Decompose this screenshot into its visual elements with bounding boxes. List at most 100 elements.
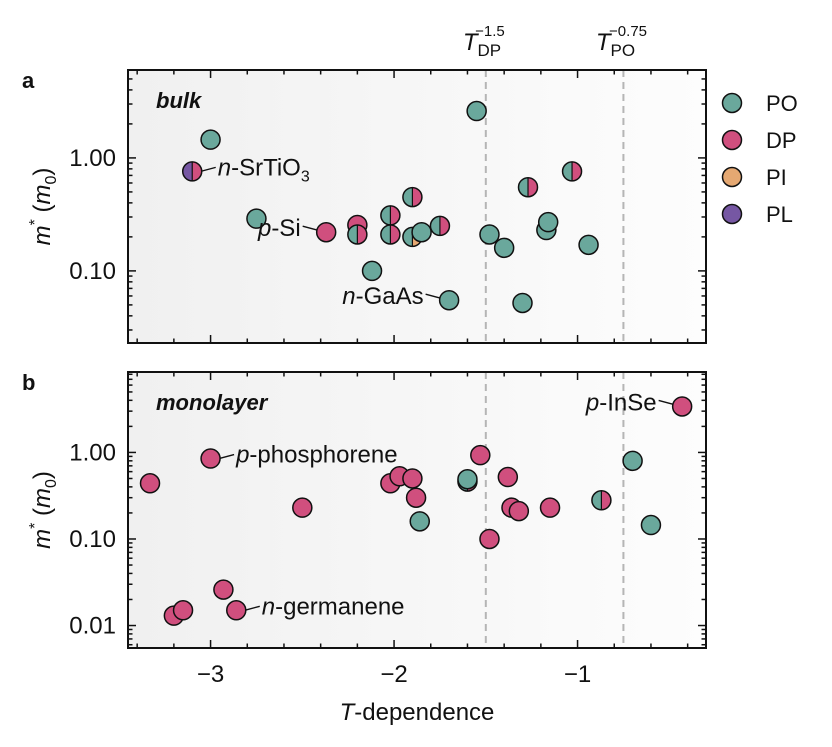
data-point-outline — [429, 215, 451, 237]
y-axis-label: m* (m0) — [27, 168, 60, 246]
data-point-left-half — [402, 227, 413, 247]
data-point-left-half — [380, 224, 391, 244]
data-point — [512, 292, 533, 314]
data-point-left-half — [518, 177, 529, 197]
data-point-outline — [181, 161, 203, 182]
annotation-label: n-germanene — [262, 593, 405, 620]
reference-line-label: TDP−1.5 — [463, 23, 505, 60]
data-point — [361, 260, 383, 282]
annotation-leader — [244, 605, 260, 611]
annotation-leader — [218, 453, 235, 460]
data-point-right-half — [390, 205, 400, 225]
data-point — [347, 224, 368, 245]
data-point-right-half — [572, 161, 582, 181]
annotation-leader — [200, 166, 216, 173]
annotation-label: n-GaAs — [342, 283, 423, 310]
x-tick-label: −1 — [564, 661, 591, 688]
data-point — [200, 448, 221, 469]
data-point — [315, 221, 337, 243]
data-point-outline — [591, 490, 612, 511]
data-point — [181, 161, 203, 182]
panel-title: bulk — [156, 88, 203, 113]
data-point — [292, 497, 313, 518]
legend-label: PO — [766, 91, 798, 116]
data-point — [380, 205, 401, 226]
data-point — [200, 129, 221, 150]
y-axis-label: m* (m0) — [27, 471, 60, 549]
data-point-right-half — [528, 177, 538, 197]
data-point-left-half — [562, 161, 573, 181]
data-point — [539, 497, 561, 518]
data-point-outline — [380, 224, 401, 245]
data-point-right-half — [601, 490, 611, 510]
data-point-outline — [561, 161, 583, 182]
legend-marker — [721, 166, 743, 188]
data-point-left-half — [591, 490, 602, 510]
data-point-outline — [347, 224, 368, 245]
data-point — [402, 468, 423, 489]
data-point — [497, 466, 519, 488]
data-point-right-half — [390, 224, 400, 244]
data-point-right-half — [412, 187, 422, 207]
data-point — [402, 186, 423, 208]
data-point — [226, 600, 247, 621]
data-point — [409, 511, 431, 532]
panel-tag: b — [22, 370, 35, 395]
data-point-left-half — [347, 224, 358, 244]
data-point — [479, 528, 500, 550]
annotation-leader — [425, 293, 441, 299]
data-point-right-half — [357, 224, 367, 244]
panel-title: monolayer — [156, 390, 269, 415]
data-point-left-half — [380, 205, 391, 225]
annotation-label: p-Si — [257, 215, 301, 242]
data-point — [591, 490, 612, 511]
reference-line-label: TPO−0.75 — [596, 23, 647, 60]
data-point-left-half — [182, 161, 193, 181]
y-tick-label: 1.00 — [69, 439, 116, 466]
data-point — [380, 224, 401, 245]
annotation-label: n-SrTiO3 — [218, 154, 310, 185]
data-point — [457, 468, 478, 490]
data-point — [561, 161, 583, 182]
x-tick-label: −2 — [380, 661, 407, 688]
x-tick-label: −3 — [197, 661, 224, 688]
panel-a: 0.10 1.00 n-SrTiO3 p-Si n-GaAs bulk a m* (m0) — [22, 68, 707, 344]
panel-b: 0.01 0.10 1.00 p-phosphorene n-germanene p-In… — [22, 370, 707, 649]
data-point-left-half — [430, 216, 440, 236]
legend-marker — [721, 129, 743, 151]
y-tick-label: 0.10 — [69, 258, 116, 285]
data-point — [493, 237, 515, 259]
annotation-label: p-InSe — [585, 389, 657, 416]
y-tick-label: 1.00 — [69, 145, 116, 172]
data-point — [479, 224, 500, 245]
data-point — [213, 579, 234, 600]
data-point — [537, 211, 559, 233]
legend-label: DP — [766, 128, 797, 153]
annotation-label: p-phosphorene — [235, 442, 397, 469]
data-point — [517, 176, 539, 198]
data-point — [578, 234, 599, 256]
data-point-left-half — [402, 187, 413, 207]
panel-tag: a — [22, 68, 35, 93]
annotation-leader — [302, 225, 318, 231]
data-point — [139, 473, 161, 494]
y-tick-label: 0.01 — [69, 613, 116, 640]
annotation-leader — [658, 399, 674, 406]
data-point — [671, 396, 693, 417]
data-point — [508, 500, 530, 522]
data-point — [470, 444, 491, 466]
legend-label: PI — [766, 165, 787, 190]
y-tick-label: 0.10 — [69, 526, 116, 553]
data-point — [172, 600, 194, 621]
data-point — [405, 487, 427, 508]
data-point — [640, 514, 662, 536]
data-point — [246, 208, 267, 229]
plot-frame — [127, 69, 707, 344]
data-point-outline — [517, 176, 539, 198]
plot-frame — [127, 371, 707, 649]
legend-marker — [721, 92, 743, 114]
data-point — [466, 100, 487, 122]
data-point-right-half — [439, 216, 450, 236]
plot-area — [128, 70, 706, 343]
